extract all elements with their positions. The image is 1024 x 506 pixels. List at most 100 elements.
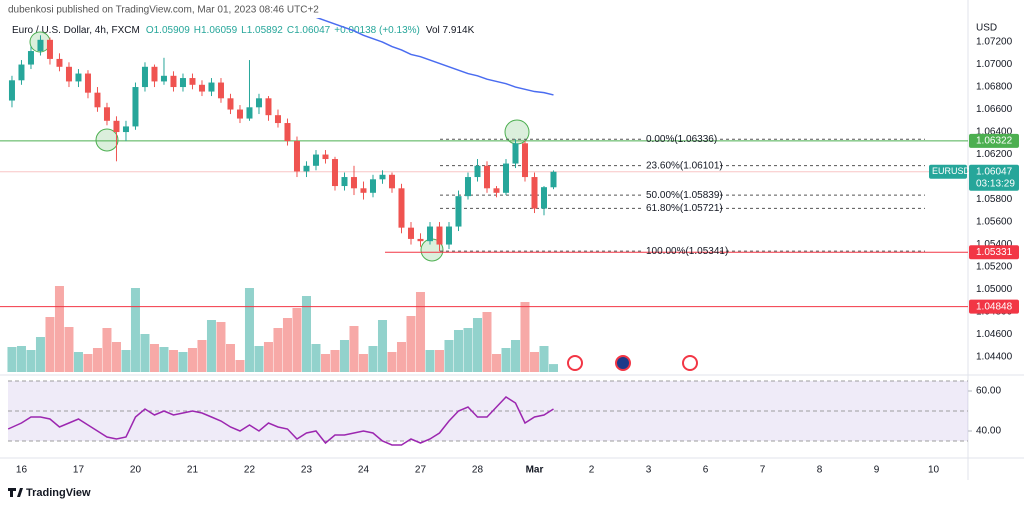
ticker-label: EURUSD (932, 166, 971, 176)
candle-body (113, 120, 120, 133)
candle-body (521, 143, 528, 178)
candle-body (246, 107, 253, 119)
candle-body (331, 159, 338, 187)
candle-body (189, 78, 196, 85)
candle-body (94, 92, 101, 108)
x-tick-label: 27 (415, 465, 427, 476)
candle-body (445, 226, 452, 245)
candle-body (198, 84, 205, 92)
candle-body (407, 227, 414, 239)
flag (615, 355, 631, 371)
volume-bar (491, 354, 501, 372)
candle-body (322, 154, 329, 160)
high: H1.06059 (194, 25, 238, 36)
volume-bar (453, 330, 463, 372)
price-tag-label: 1.04848 (976, 301, 1013, 312)
candle-body (436, 226, 443, 245)
y-tick-label: 1.05400 (976, 239, 1013, 250)
logo (8, 488, 23, 497)
candle-body (455, 196, 462, 227)
volume-bar (472, 318, 482, 372)
volume-bar (73, 352, 83, 372)
x-tick-label: 28 (472, 465, 484, 476)
x-tick-label: 9 (874, 465, 880, 476)
volume-bar (339, 340, 349, 372)
last-price-label: 1.06047 (976, 166, 1013, 177)
candle-body (388, 174, 395, 189)
volume-bar (415, 292, 425, 372)
price-tag (969, 133, 1019, 148)
x-tick-label: 8 (817, 465, 823, 476)
volume-bar (425, 350, 435, 372)
volume-bar (197, 340, 207, 372)
symbol: Euro / U.S. Dollar, 4h, FXCM (12, 25, 140, 36)
y-tick-label: 1.06400 (976, 127, 1013, 138)
y-tick-label: 1.05800 (976, 194, 1013, 205)
candle-body (512, 143, 519, 164)
candle-body (379, 174, 386, 180)
low: L1.05892 (241, 25, 283, 36)
candle-body (151, 66, 158, 82)
x-tick-label: 16 (16, 465, 28, 476)
flag (567, 355, 583, 371)
candle-body (265, 98, 272, 116)
volume-bar (330, 350, 340, 372)
candle-body (8, 80, 15, 101)
candle-body (65, 66, 72, 82)
candle-body (227, 98, 234, 110)
volume-bar (482, 312, 492, 372)
candle-body (84, 73, 91, 93)
volume-bar (396, 342, 406, 372)
x-tick-label: 2 (589, 465, 595, 476)
last-price-tag (969, 164, 1019, 191)
volume-bar (35, 337, 45, 372)
candle-body (103, 107, 110, 121)
volume-bar (168, 350, 178, 372)
flag (682, 355, 698, 371)
volume-bar (301, 296, 311, 372)
volume-bar (92, 348, 102, 372)
candle-body (474, 165, 481, 178)
candle-body (540, 187, 547, 209)
candle-body (464, 177, 471, 197)
volume-label: Vol 7.914K (426, 25, 475, 36)
volume-bar (244, 288, 254, 372)
candle-body (350, 177, 357, 189)
fib-label: 61.80%(1.05721) (646, 203, 723, 214)
price-tag (969, 245, 1019, 260)
fib-label: 23.60%(1.06101) (646, 160, 723, 171)
ticker-tag (929, 164, 967, 179)
x-tick-label: 6 (703, 465, 709, 476)
y-tick-label: 1.05000 (976, 284, 1013, 295)
candle-body (360, 188, 367, 193)
candle-body (132, 87, 139, 127)
candle-body (426, 226, 433, 242)
volume-bar (263, 342, 273, 372)
close: C1.06047 (287, 25, 331, 36)
candle-body (493, 188, 500, 193)
candle-body (56, 58, 63, 67)
open: O1.05909 (146, 25, 190, 36)
volume-bar (102, 328, 112, 372)
candle-body (502, 163, 509, 193)
volume-bar (64, 327, 74, 372)
volume-bar (320, 354, 330, 372)
candle-body (312, 154, 319, 166)
volume-bar (520, 302, 530, 372)
candle-body (341, 177, 348, 187)
candle-body (417, 238, 424, 242)
candle-body (170, 75, 177, 88)
currency: USD (976, 23, 997, 34)
price-tag-label: 1.05331 (976, 247, 1013, 258)
volume-bar (444, 340, 454, 372)
volume-bar (377, 320, 387, 372)
x-tick-label: 3 (646, 465, 652, 476)
y-tick-label: 1.05600 (976, 217, 1013, 228)
legend: Euro / U.S. Dollar, 4h, FXCM O1.05909 H1.0… (12, 25, 475, 36)
x-tick-label: 23 (301, 465, 313, 476)
x-tick-label: 7 (760, 465, 766, 476)
y-tick-label: 1.06600 (976, 104, 1013, 115)
rsi-tick-label: 40.00 (976, 426, 1001, 437)
candle-body (274, 115, 281, 124)
